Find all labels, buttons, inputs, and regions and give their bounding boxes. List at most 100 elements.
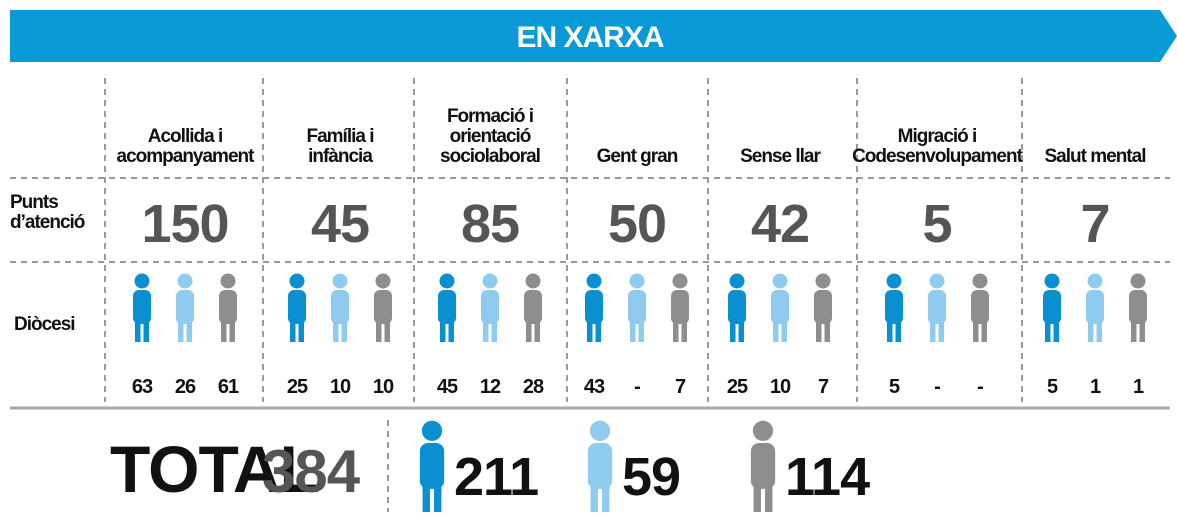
icon-body bbox=[750, 442, 776, 489]
person-icon bbox=[176, 273, 194, 342]
diocese-value: 10 bbox=[770, 376, 791, 398]
diocese-value: 7 bbox=[675, 376, 686, 398]
diocese-value: 10 bbox=[373, 376, 394, 398]
icon-head bbox=[421, 420, 443, 441]
diocese-value: - bbox=[634, 376, 640, 398]
diocese-value: 28 bbox=[523, 376, 544, 398]
points-value: 7 bbox=[1080, 194, 1109, 254]
points-value: 85 bbox=[461, 194, 519, 254]
person-icon bbox=[288, 273, 306, 342]
diocese-value: 26 bbox=[175, 376, 196, 398]
icon-head bbox=[586, 273, 602, 289]
icon-head bbox=[629, 273, 645, 289]
icon-leg bbox=[178, 318, 184, 342]
icon-head bbox=[1087, 273, 1103, 289]
icon-leg bbox=[376, 318, 382, 342]
icon-leg bbox=[816, 318, 822, 342]
icon-leg bbox=[1131, 318, 1137, 342]
points-value: 50 bbox=[608, 194, 666, 254]
person-icon bbox=[750, 420, 776, 514]
icon-head bbox=[752, 420, 774, 441]
icon-leg bbox=[143, 318, 149, 342]
icon-head bbox=[375, 273, 391, 289]
icon-body bbox=[133, 290, 151, 324]
icon-leg bbox=[229, 318, 235, 342]
icon-head bbox=[886, 273, 902, 289]
icon-body bbox=[419, 442, 445, 489]
icon-leg bbox=[590, 480, 598, 514]
icon-leg bbox=[434, 480, 442, 514]
diocese-value: 1 bbox=[1133, 376, 1144, 398]
icon-body bbox=[971, 290, 989, 324]
icon-body bbox=[728, 290, 746, 324]
icon-leg bbox=[526, 318, 532, 342]
diocese-value: 5 bbox=[1047, 376, 1058, 398]
column-label: Migració i bbox=[898, 126, 977, 147]
total-diocese-value: 59 bbox=[622, 447, 680, 507]
person-icon bbox=[928, 273, 946, 342]
icon-head bbox=[482, 273, 498, 289]
person-icon bbox=[374, 273, 392, 342]
person-icon bbox=[524, 273, 542, 342]
points-value: 42 bbox=[751, 194, 809, 254]
total-value: 384 bbox=[262, 438, 361, 505]
icon-leg bbox=[730, 318, 736, 342]
column-label: Família i bbox=[306, 126, 373, 147]
person-icon bbox=[628, 273, 646, 342]
icon-leg bbox=[1053, 318, 1059, 342]
icon-leg bbox=[483, 318, 489, 342]
icon-leg bbox=[448, 318, 454, 342]
icon-body bbox=[814, 290, 832, 324]
diocese-value: 1 bbox=[1090, 376, 1101, 398]
icon-body bbox=[587, 442, 613, 489]
icon-leg bbox=[895, 318, 901, 342]
column-label: orientació bbox=[450, 126, 531, 147]
icon-head bbox=[289, 273, 305, 289]
icon-head bbox=[1130, 273, 1146, 289]
icon-body bbox=[671, 290, 689, 324]
icon-head bbox=[332, 273, 348, 289]
row-label: d’atenció bbox=[10, 212, 85, 233]
icon-leg bbox=[1139, 318, 1145, 342]
person-icon bbox=[585, 273, 603, 342]
icon-leg bbox=[681, 318, 687, 342]
person-icon bbox=[1086, 273, 1104, 342]
icon-head bbox=[772, 273, 788, 289]
icon-leg bbox=[1045, 318, 1051, 342]
icon-body bbox=[288, 290, 306, 324]
points-value: 5 bbox=[922, 194, 951, 254]
icon-leg bbox=[753, 480, 761, 514]
column-label: Formació i bbox=[447, 106, 533, 127]
icon-head bbox=[177, 273, 193, 289]
person-icon bbox=[438, 273, 456, 342]
diocese-value: 10 bbox=[330, 376, 351, 398]
icon-head bbox=[220, 273, 236, 289]
column-label: Gent gran bbox=[597, 146, 678, 167]
icon-leg bbox=[930, 318, 936, 342]
banner bbox=[10, 10, 1177, 62]
icon-leg bbox=[738, 318, 744, 342]
icon-head bbox=[525, 273, 541, 289]
person-icon bbox=[481, 273, 499, 342]
person-icon bbox=[728, 273, 746, 342]
row-label: Diòcesi bbox=[14, 314, 75, 335]
icon-leg bbox=[290, 318, 296, 342]
points-value: 45 bbox=[311, 194, 369, 254]
icon-leg bbox=[491, 318, 497, 342]
icon-leg bbox=[341, 318, 347, 342]
icon-leg bbox=[773, 318, 779, 342]
diocese-value: 45 bbox=[437, 376, 458, 398]
total-diocese-value: 114 bbox=[785, 447, 870, 507]
icon-body bbox=[219, 290, 237, 324]
person-icon bbox=[814, 273, 832, 342]
icon-body bbox=[585, 290, 603, 324]
icon-leg bbox=[186, 318, 192, 342]
icon-body bbox=[1129, 290, 1147, 324]
person-icon bbox=[331, 273, 349, 342]
icon-leg bbox=[333, 318, 339, 342]
person-icon bbox=[587, 420, 613, 514]
icon-leg bbox=[630, 318, 636, 342]
icon-body bbox=[928, 290, 946, 324]
column-label: sociolaboral bbox=[440, 146, 540, 167]
icon-head bbox=[729, 273, 745, 289]
